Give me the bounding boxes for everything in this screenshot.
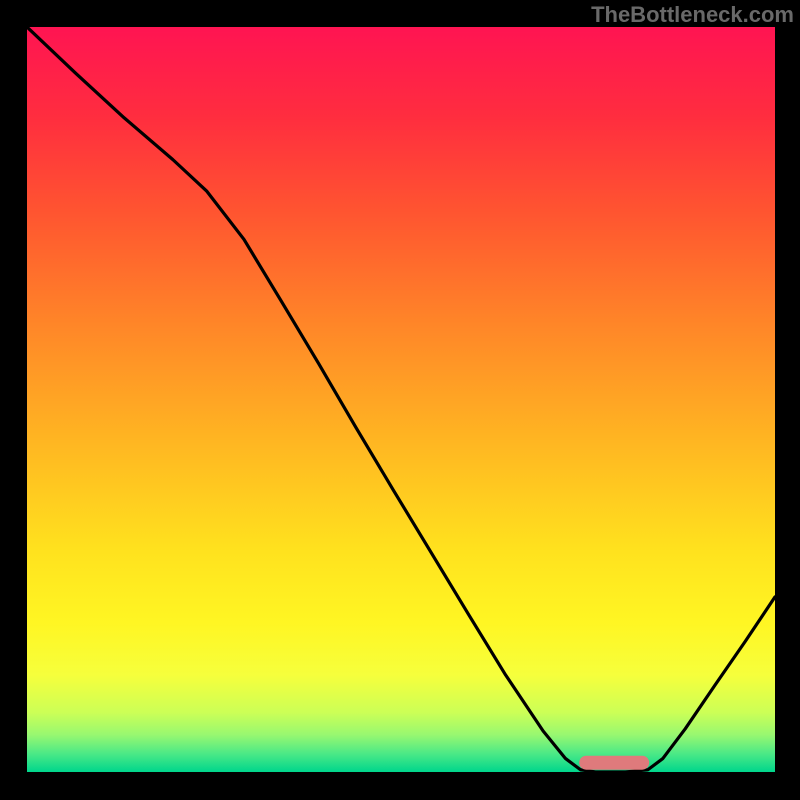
chart-stage: TheBottleneck.com bbox=[0, 0, 800, 800]
watermark-text: TheBottleneck.com bbox=[591, 2, 794, 28]
optimal-marker bbox=[579, 756, 649, 770]
chart-svg bbox=[0, 0, 800, 800]
gradient-background bbox=[27, 27, 775, 772]
